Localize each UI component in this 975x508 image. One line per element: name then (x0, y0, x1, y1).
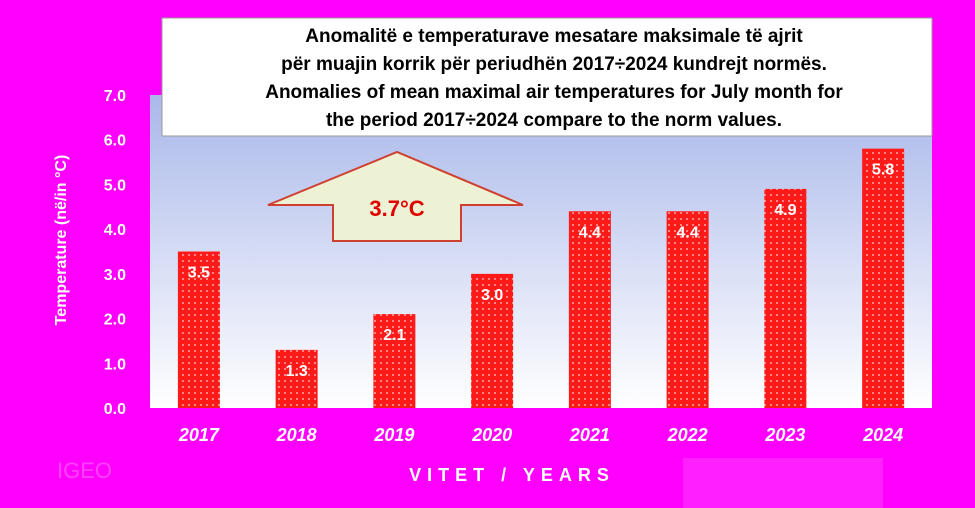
bar-labels: 3.5 1.3 2.1 3.0 4.4 4.4 4.9 5.8 (188, 162, 895, 380)
bar-value-label: 3.0 (481, 287, 503, 304)
x-tick-label: 2023 (764, 425, 805, 445)
y-tick-label: 2.0 (104, 312, 126, 329)
bar-2019 (373, 314, 416, 408)
watermark-box (683, 458, 883, 508)
bar-value-label: 1.3 (286, 363, 308, 380)
x-tick-label: 2024 (862, 425, 903, 445)
title-line-4: the period 2017÷2024 compare to the norm… (326, 110, 782, 131)
title-line-3: Anomalies of mean maximal air temperatur… (265, 82, 843, 103)
y-axis-ticks: 0.0 1.0 2.0 3.0 4.0 5.0 6.0 7.0 (104, 88, 126, 418)
bar-2020 (471, 273, 514, 408)
plot-area (150, 95, 932, 408)
bar-2022 (666, 211, 709, 408)
y-axis-title: Temperature (në/in °C) (53, 155, 70, 326)
arrow-label: 3.7°C (369, 196, 424, 221)
bar-value-label: 3.5 (188, 265, 210, 282)
watermark: IGEO (57, 458, 112, 483)
x-axis-ticks: 2017 2018 2019 2020 2021 2022 2023 2024 (178, 425, 903, 445)
bar-value-label: 4.9 (774, 202, 796, 219)
x-tick-label: 2022 (667, 425, 708, 445)
y-tick-label: 0.0 (104, 401, 126, 418)
bar-value-label: 2.1 (383, 327, 405, 344)
bar-value-label: 4.4 (677, 224, 699, 241)
title-line-2: për muajin korrik për periudhën 2017÷202… (281, 54, 827, 75)
x-tick-label: 2019 (373, 425, 414, 445)
bar-2024 (862, 148, 905, 408)
bar-value-label: 5.8 (872, 162, 894, 179)
x-tick-label: 2021 (569, 425, 610, 445)
y-tick-label: 7.0 (104, 88, 126, 105)
up-arrow-annotation: 3.7°C (267, 150, 524, 242)
x-tick-label: 2020 (471, 425, 512, 445)
y-tick-label: 3.0 (104, 267, 126, 284)
bar-2021 (568, 211, 611, 408)
bar-2017 (177, 251, 220, 408)
x-axis-title: VITET / YEARS (409, 465, 615, 485)
bar-2018 (275, 349, 318, 408)
bars (177, 148, 905, 408)
x-tick-label: 2017 (178, 425, 220, 445)
y-tick-label: 5.0 (104, 177, 126, 194)
y-tick-label: 6.0 (104, 133, 126, 150)
bar-2023 (764, 188, 807, 408)
y-tick-label: 1.0 (104, 356, 126, 373)
y-tick-label: 4.0 (104, 222, 126, 239)
bar-value-label: 4.4 (579, 224, 601, 241)
title-line-1: Anomalitë e temperaturave mesatare maksi… (305, 26, 803, 47)
title-box: Anomalitë e temperaturave mesatare maksi… (161, 17, 933, 137)
x-tick-label: 2018 (276, 425, 317, 445)
